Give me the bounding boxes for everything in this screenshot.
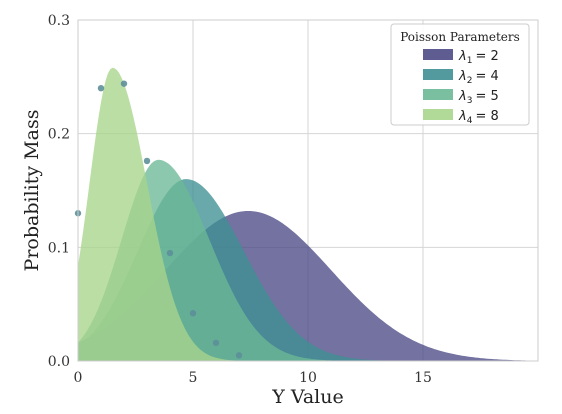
legend-swatch xyxy=(423,109,453,120)
data-point xyxy=(235,352,243,359)
x-ticks: 0 5 10 15 xyxy=(74,370,432,386)
legend-subscript: 1 xyxy=(467,56,473,66)
legend-value: = 2 xyxy=(475,49,498,64)
x-axis-label: Y Value xyxy=(271,386,343,408)
plot-frame xyxy=(77,19,539,362)
legend-value: = 8 xyxy=(475,109,498,124)
y-tick-label: 0.2 xyxy=(48,127,70,143)
legend-value: = 5 xyxy=(475,89,498,104)
y-axis-label: Probability Mass xyxy=(21,110,43,272)
x-tick-label: 10 xyxy=(299,370,317,386)
legend-title: Poisson Parameters xyxy=(400,30,520,44)
legend-label: λ4 = 8 xyxy=(458,109,499,126)
legend-label: λ3 = 5 xyxy=(458,89,499,106)
data-point xyxy=(120,80,128,87)
data-point xyxy=(212,339,220,347)
legend: Poisson Parameters λ1 = 2λ2 = 4λ3 = 5λ4 = 8 xyxy=(390,23,530,126)
legend-symbol: λ xyxy=(458,49,467,64)
y-tick-label: 0.1 xyxy=(48,240,70,256)
data-point xyxy=(166,249,174,257)
legend-swatch xyxy=(423,89,453,100)
legend-subscript: 3 xyxy=(467,96,473,106)
x-tick-label: 15 xyxy=(414,370,432,386)
legend-swatch xyxy=(423,69,453,80)
x-tick-label: 0 xyxy=(74,370,83,386)
legend-symbol: λ xyxy=(458,69,467,84)
y-tick-label: 0.0 xyxy=(48,354,70,370)
data-point xyxy=(189,310,197,317)
series-area-4 xyxy=(78,67,538,361)
legend-subscript: 4 xyxy=(467,116,473,126)
legend-symbol: λ xyxy=(458,89,467,104)
legend-subscript: 2 xyxy=(467,76,473,86)
data-point xyxy=(97,85,105,92)
x-tick-label: 5 xyxy=(189,370,198,386)
legend-swatch xyxy=(423,49,453,60)
y-tick-label: 0.3 xyxy=(48,13,70,29)
legend-items: λ1 = 2λ2 = 4λ3 = 5λ4 = 8 xyxy=(423,49,499,126)
y-ticks: 0.0 0.1 0.2 0.3 xyxy=(48,13,70,370)
data-point xyxy=(143,157,151,165)
legend-label: λ1 = 2 xyxy=(458,49,499,66)
legend-label: λ2 = 4 xyxy=(458,69,499,86)
legend-value: = 4 xyxy=(475,69,498,84)
legend-symbol: λ xyxy=(458,109,467,124)
